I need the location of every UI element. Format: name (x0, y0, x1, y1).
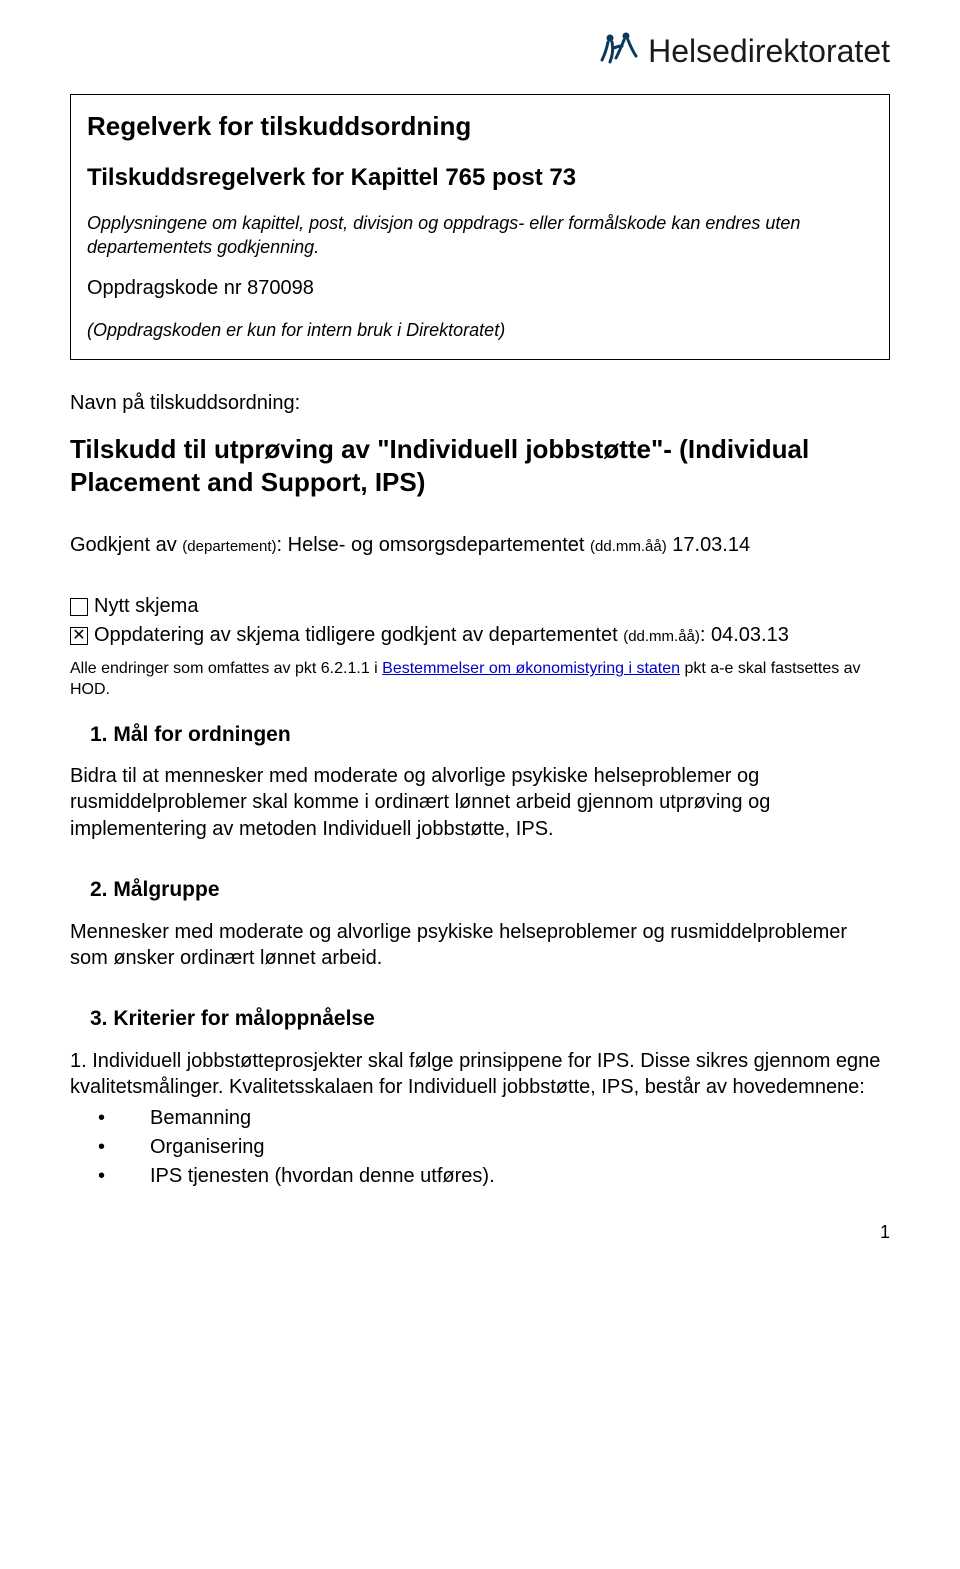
bullet-item: Bemanning (70, 1105, 890, 1132)
box-title: Regelverk for tilskuddsordning (87, 109, 873, 144)
changes-note: Alle endringer som omfattes av pkt 6.2.1… (70, 659, 890, 701)
economy-link[interactable]: Bestemmelser om økonomistyring i staten (382, 660, 680, 677)
bullet-item: IPS tjenesten (hvordan denne utføres). (70, 1163, 890, 1190)
section-3-heading: 3. Kriterier for måloppnåelse (90, 1005, 890, 1033)
box-note: Opplysningene om kapittel, post, divisjo… (87, 212, 873, 259)
checkbox-label-2: Oppdatering av skjema tidligere godkjent… (94, 622, 789, 649)
section-1-heading: 1. Mål for ordningen (90, 721, 890, 749)
checkbox-2-paren: (dd.mm.åå) (623, 628, 700, 645)
bullet-item: Organisering (70, 1134, 890, 1161)
approved-line: Godkjent av (departement): Helse- og oms… (70, 532, 890, 559)
oppdragskode-note: (Oppdragskoden er kun for intern bruk i … (87, 318, 873, 342)
approved-suffix: : Helse- og omsorgsdepartementet (277, 534, 591, 556)
checkbox-empty-icon[interactable] (70, 598, 88, 616)
section-2-heading: 2. Målgruppe (90, 876, 890, 904)
ordning-title: Tilskudd til utprøving av "Individuell j… (70, 433, 890, 501)
ordning-label: Navn på tilskuddsordning: (70, 390, 890, 417)
section-1-body: Bidra til at mennesker med moderate og a… (70, 763, 890, 842)
section-3-body: 1. Individuell jobbstøtteprosjekter skal… (70, 1048, 890, 1101)
checkbox-checked-icon[interactable]: ✕ (70, 627, 88, 645)
checkbox-2-post: : 04.03.13 (700, 624, 789, 646)
logo-text: Helsedirektoratet (648, 30, 890, 73)
approved-paren: (departement) (182, 538, 276, 555)
logo-mark-icon (600, 30, 640, 74)
header-logo-row: Helsedirektoratet (70, 30, 890, 74)
section-2-body: Mennesker med moderate og alvorlige psyk… (70, 919, 890, 972)
checkbox-row-new: Nytt skjema (70, 593, 890, 620)
checkbox-row-update: ✕ Oppdatering av skjema tidligere godkje… (70, 622, 890, 649)
section-3-bullets: Bemanning Organisering IPS tjenesten (hv… (70, 1105, 890, 1190)
approved-prefix: Godkjent av (70, 534, 182, 556)
checkbox-2-pre: Oppdatering av skjema tidligere godkjent… (94, 624, 623, 646)
page-number: 1 (70, 1220, 890, 1244)
approved-date-paren: (dd.mm.åå) (590, 538, 667, 555)
oppdragskode: Oppdragskode nr 870098 (87, 275, 873, 302)
checkbox-label-1: Nytt skjema (94, 593, 198, 620)
header-box: Regelverk for tilskuddsordning Tilskudds… (70, 94, 890, 360)
box-subtitle: Tilskuddsregelverk for Kapittel 765 post… (87, 162, 873, 194)
approved-date: 17.03.14 (667, 534, 750, 556)
small-note-pre: Alle endringer som omfattes av pkt 6.2.1… (70, 660, 382, 677)
